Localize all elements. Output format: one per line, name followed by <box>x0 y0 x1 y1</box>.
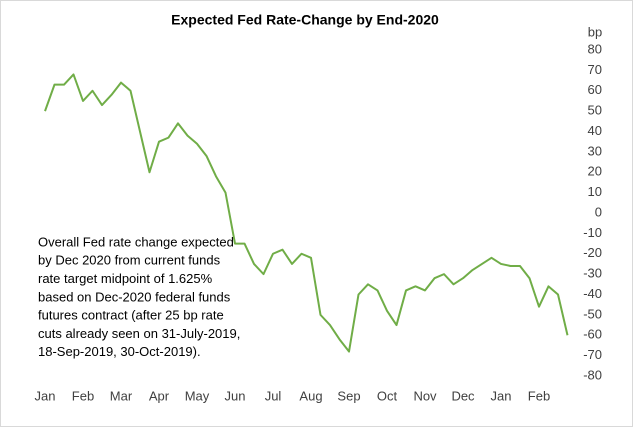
data-line <box>44 73 569 353</box>
y-tick-label: -40 <box>583 286 602 301</box>
x-tick-label: Jan <box>491 388 512 403</box>
x-tick-label: Jan <box>35 388 56 403</box>
annotation-line: rate target midpoint of 1.625% <box>38 271 213 286</box>
y-tick-label: 30 <box>588 143 602 158</box>
x-tick-label: Apr <box>149 388 170 403</box>
x-tick-label: Feb <box>528 388 550 403</box>
y-tick-label: 0 <box>595 204 602 219</box>
x-tick-label: Jun <box>225 388 246 403</box>
y-tick-label: 50 <box>588 103 602 118</box>
y-tick-label: -50 <box>583 306 602 321</box>
x-tick-label: Mar <box>110 388 133 403</box>
y-axis-label: bp <box>588 24 602 39</box>
x-tick-label: Nov <box>413 388 437 403</box>
chart-title: Expected Fed Rate-Change by End-2020 <box>171 12 439 28</box>
y-tick-label: -20 <box>583 245 602 260</box>
y-tick-label: -80 <box>583 367 602 382</box>
y-tick-label: 80 <box>588 41 602 56</box>
annotation-line: cuts already seen on 31-July-2019, <box>38 326 240 341</box>
x-tick-label: May <box>185 388 210 403</box>
annotation-line: futures contract (after 25 bp rate <box>38 308 224 323</box>
x-tick-label: Dec <box>451 388 475 403</box>
x-tick-label: Jul <box>265 388 282 403</box>
annotation-line: based on Dec-2020 federal funds <box>38 289 231 304</box>
y-tick-label: -10 <box>583 225 602 240</box>
y-tick-label: 10 <box>588 184 602 199</box>
annotation-line: 18-Sep-2019, 30-Oct-2019). <box>38 344 201 359</box>
x-tick-label: Oct <box>377 388 398 403</box>
y-tick-label: 20 <box>588 164 602 179</box>
y-tick-label: 40 <box>588 123 602 138</box>
x-tick-label: Sep <box>337 388 360 403</box>
x-tick-label: Aug <box>299 388 322 403</box>
annotation-line: Overall Fed rate change expected <box>38 234 234 249</box>
y-tick-label: 60 <box>588 82 602 97</box>
y-tick-label: -60 <box>583 327 602 342</box>
y-tick-label: -30 <box>583 266 602 281</box>
x-tick-label: Feb <box>72 388 94 403</box>
y-tick-label: -70 <box>583 347 602 362</box>
y-tick-label: 70 <box>588 62 602 77</box>
annotation-line: by Dec 2020 from current funds <box>38 253 221 268</box>
